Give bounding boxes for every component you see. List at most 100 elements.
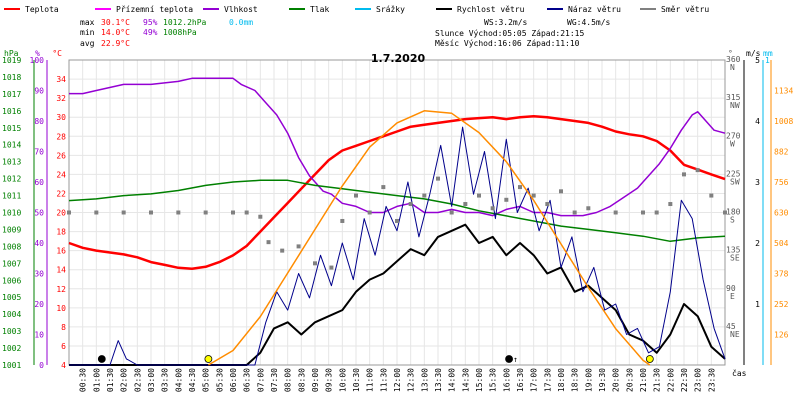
x-tick-label: 11:00 xyxy=(366,368,375,392)
wind-direction-point xyxy=(258,214,263,219)
direction-tick-compass: S xyxy=(730,216,735,225)
stat-min-humidity: 49% xyxy=(143,28,158,37)
solar-tick-label: 378 xyxy=(774,270,789,279)
solar-tick-label: 756 xyxy=(774,178,789,187)
wind-direction-point xyxy=(203,210,208,215)
wind-direction-point xyxy=(244,210,249,215)
legend-label-8: Směr větru xyxy=(661,5,709,14)
pressure-tick-label: 1005 xyxy=(2,293,21,302)
legend-label-2: Přízemní teplota xyxy=(116,5,193,14)
wind-direction-point xyxy=(723,210,727,215)
wind-direction-point xyxy=(572,210,577,215)
pressure-tick-label: 1003 xyxy=(2,327,21,336)
legend-label-5: Srážky xyxy=(376,5,405,14)
direction-tick-value: 360 xyxy=(726,55,741,64)
pressure-tick-label: 1012 xyxy=(2,175,21,184)
humidity-tick-label: 10 xyxy=(34,331,44,340)
wind-direction-point xyxy=(381,185,386,190)
direction-tick-compass: NE xyxy=(730,330,740,339)
solar-tick-label: 126 xyxy=(774,331,789,340)
humidity-tick-label: 30 xyxy=(34,270,44,279)
stat-min-temp: 14.0°C xyxy=(101,28,130,37)
x-tick-label: 07:30 xyxy=(270,368,279,392)
wind-direction-point xyxy=(695,168,700,173)
x-tick-label: 00:30 xyxy=(79,368,88,392)
pressure-tick-label: 1010 xyxy=(2,209,21,218)
humidity-tick-label: 20 xyxy=(34,300,44,309)
series-line-tlak xyxy=(68,179,726,243)
temperature-tick-label: 30 xyxy=(56,113,66,122)
direction-tick-compass: SE xyxy=(730,254,740,263)
pressure-tick-label: 1019 xyxy=(2,56,21,65)
direction-tick-compass: E xyxy=(730,292,735,301)
stat-max-temp: 30.1°C xyxy=(101,18,130,27)
direction-tick-value: 135 xyxy=(726,246,741,255)
wind-direction-point xyxy=(436,176,440,181)
x-tick-label: 20:30 xyxy=(625,368,634,392)
pressure-tick-label: 1018 xyxy=(2,73,21,82)
direction-tick-value: 315 xyxy=(726,93,741,102)
x-tick-label: 09:30 xyxy=(325,368,334,392)
pressure-tick-label: 1001 xyxy=(2,361,21,370)
pressure-tick-label: 1017 xyxy=(2,90,21,99)
x-tick-label: 10:30 xyxy=(352,368,361,392)
wind-direction-point xyxy=(67,210,71,215)
legend-label-1: Teplota xyxy=(25,5,59,14)
stat-avg-label: avg xyxy=(80,39,95,48)
x-tick-label: 03:00 xyxy=(147,368,156,392)
pressure-tick-label: 1013 xyxy=(2,158,21,167)
humidity-tick-label: 100 xyxy=(30,56,45,65)
pressure-tick-label: 1014 xyxy=(2,141,21,150)
direction-axis-label: ° xyxy=(728,49,733,58)
x-tick-label: 03:30 xyxy=(161,368,170,392)
legend-label-6: Rychlost větru xyxy=(457,5,525,14)
pressure-tick-label: 1009 xyxy=(2,225,21,234)
pressure-tick-label: 1011 xyxy=(2,192,21,201)
wind-tick-label: 1 xyxy=(755,300,760,309)
x-tick-label: 23:00 xyxy=(694,368,703,392)
wind-direction-point xyxy=(231,210,235,215)
wind-direction-point xyxy=(545,202,550,207)
solar-tick-label: 1134 xyxy=(774,87,793,96)
pressure-axis-label: hPa xyxy=(4,49,19,58)
pressure-tick-label: 1006 xyxy=(2,276,21,285)
direction-tick-compass: NW xyxy=(730,101,740,110)
x-tick-label: 01:30 xyxy=(106,368,115,392)
direction-tick-value: 90 xyxy=(726,284,736,293)
pressure-tick-label: 1004 xyxy=(2,310,21,319)
wind-direction-point xyxy=(149,210,153,215)
x-tick-label: 14:30 xyxy=(461,368,470,392)
temperature-tick-label: 28 xyxy=(56,132,66,141)
wind-direction-point xyxy=(654,210,659,215)
direction-tick-value: 45 xyxy=(726,322,736,331)
x-tick-label: 12:30 xyxy=(407,368,416,392)
wind-direction-point xyxy=(559,189,563,194)
temperature-tick-label: 26 xyxy=(56,151,66,160)
temperature-tick-label: 22 xyxy=(56,189,66,198)
x-tick-label: 14:00 xyxy=(448,368,457,392)
pressure-tick-label: 1016 xyxy=(2,107,21,116)
humidity-tick-label: 70 xyxy=(34,148,44,157)
wind-direction-point xyxy=(367,210,372,215)
x-tick-label: 18:00 xyxy=(557,368,566,392)
x-tick-label: 13:30 xyxy=(434,368,443,392)
legend-label-7: Náraz větru xyxy=(568,5,621,14)
solar-tick-label: 882 xyxy=(774,148,789,157)
direction-tick-compass: N xyxy=(730,63,735,72)
chart-title: 1.7.2020 xyxy=(371,52,426,65)
legend-label-4: Tlak xyxy=(310,5,329,14)
solar-tick-label: 252 xyxy=(774,300,789,309)
wind-gust-speed: WG:4.5m/s xyxy=(567,18,611,27)
x-tick-label: 17:30 xyxy=(543,368,552,392)
wind-direction-point xyxy=(266,240,271,245)
x-tick-label: 15:30 xyxy=(489,368,498,392)
temperature-tick-label: 24 xyxy=(56,170,66,179)
wind-direction-point xyxy=(408,202,413,207)
pressure-tick-label: 1008 xyxy=(2,242,21,251)
humidity-tick-label: 80 xyxy=(34,117,44,126)
moonset-marker xyxy=(97,355,106,363)
x-tick-label: 13:00 xyxy=(420,368,429,392)
wind-direction-point xyxy=(329,265,334,270)
wind-direction-point xyxy=(504,197,509,202)
